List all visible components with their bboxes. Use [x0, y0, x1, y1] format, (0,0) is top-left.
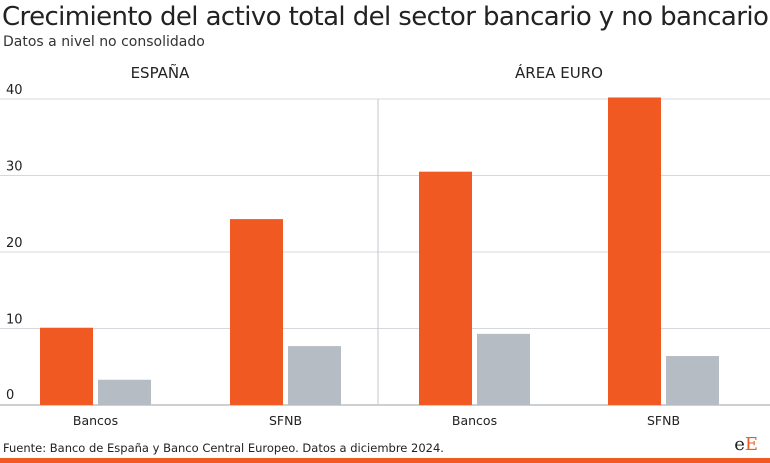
chart-subtitle: Datos a nivel no consolidado: [3, 34, 205, 50]
publisher-logo: eE: [734, 434, 758, 455]
source-note: Fuente: Banco de España y Banco Central …: [3, 441, 444, 455]
bar: [98, 379, 151, 405]
y-tick-label: 20: [6, 236, 23, 251]
bar: [288, 346, 341, 405]
bar: [608, 97, 661, 405]
y-tick-label: 40: [6, 83, 23, 98]
logo-lower: e: [734, 434, 745, 455]
bottom-accent-bar: [0, 458, 770, 463]
x-tick-label: Bancos: [452, 413, 497, 428]
bar: [230, 219, 283, 405]
chart-title: Crecimiento del activo total del sector …: [2, 2, 769, 32]
bar: [40, 327, 93, 405]
panel-label: ESPAÑA: [131, 63, 191, 82]
x-tick-label: SFNB: [269, 413, 302, 428]
y-tick-label: 0: [6, 388, 14, 403]
logo-upper: E: [744, 434, 758, 455]
x-tick-label: Bancos: [73, 413, 118, 428]
bar: [419, 171, 472, 405]
panel-label: ÁREA EURO: [515, 63, 603, 82]
x-tick-label: SFNB: [647, 413, 680, 428]
bar: [477, 333, 530, 405]
y-tick-label: 30: [6, 160, 23, 175]
bar: [666, 356, 719, 405]
y-tick-label: 10: [6, 313, 23, 328]
